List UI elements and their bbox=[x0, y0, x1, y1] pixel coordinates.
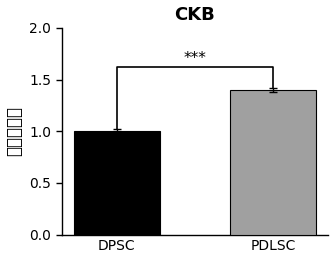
Y-axis label: 蛋白质表达: 蛋白质表达 bbox=[6, 106, 24, 156]
Text: ***: *** bbox=[184, 51, 206, 66]
Bar bbox=[74, 131, 160, 235]
Bar bbox=[230, 90, 316, 235]
Title: CKB: CKB bbox=[175, 5, 215, 24]
